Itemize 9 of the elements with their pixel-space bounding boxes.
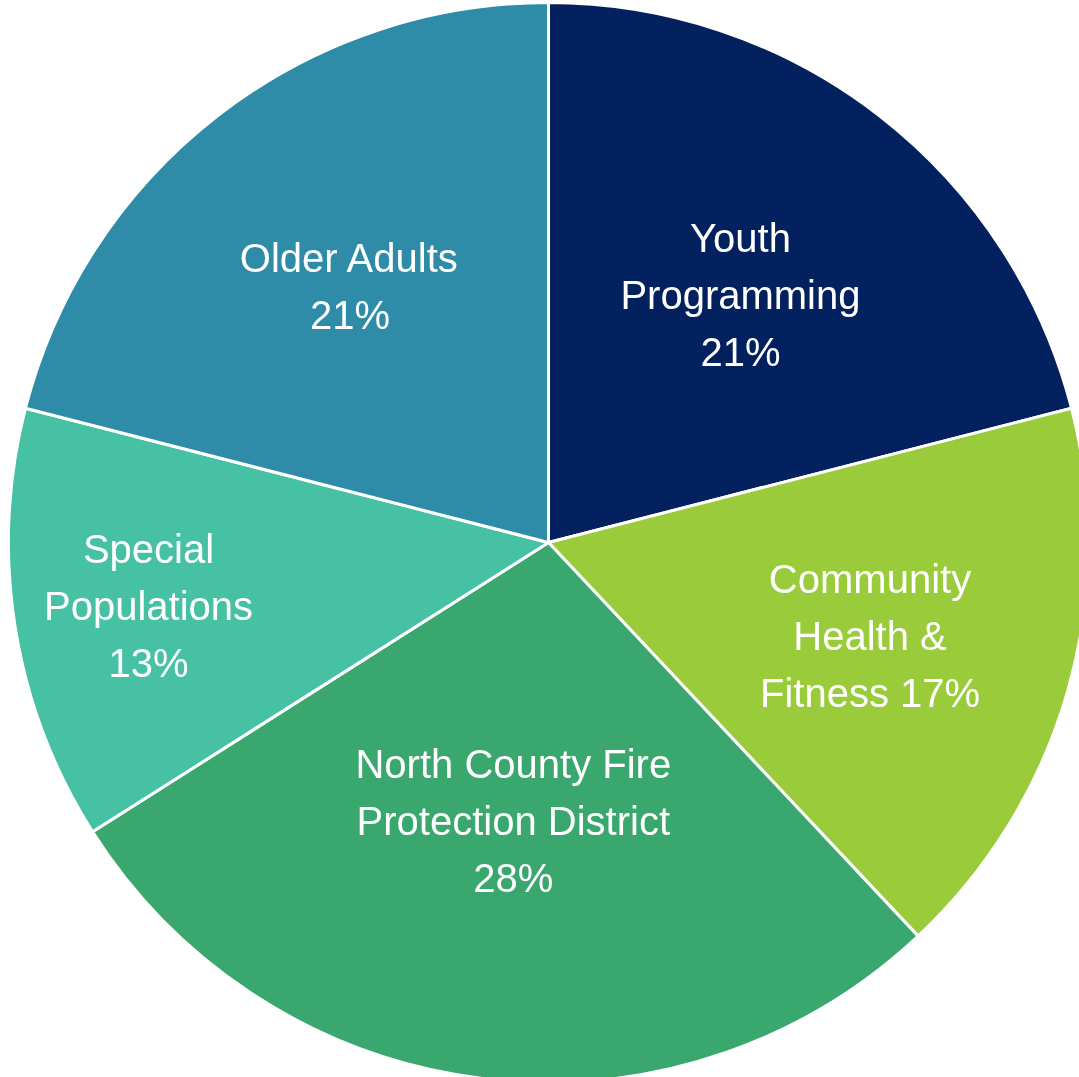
data-label: 21% [309, 293, 390, 338]
data-label: 28% [473, 856, 554, 901]
slice-label: Youth Programming [620, 215, 861, 318]
slice-label: Older Adults [239, 235, 458, 280]
slice-label: North County Fire Protection District [355, 741, 672, 844]
data-label: 21% [700, 330, 781, 375]
data-label: 13% [108, 641, 189, 686]
slice-label: Special Populations [43, 526, 254, 628]
slice-label: Community Health & Fitness 17% [759, 556, 981, 716]
